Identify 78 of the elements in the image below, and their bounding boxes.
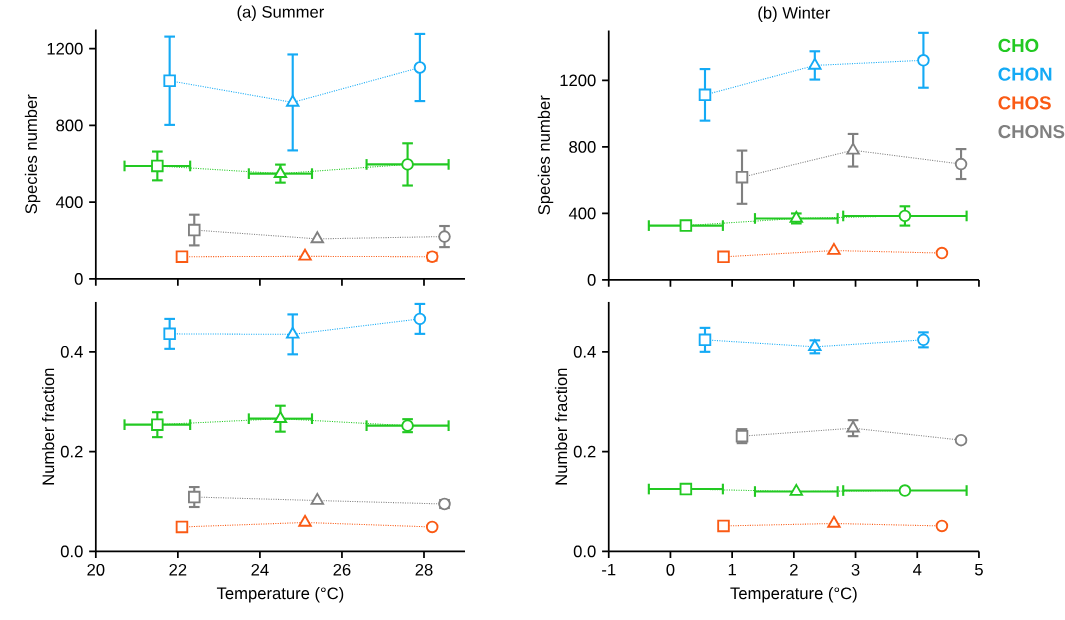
point [827,242,841,255]
x-axis-title: Temperature (°C) [216,586,344,603]
y-tick-label: 1200 [47,42,83,55]
x-tick-label: 3 [851,563,860,576]
point [310,492,325,505]
y-tick-label: 0.2 [60,445,83,458]
point [717,519,730,533]
point [188,223,201,237]
y-tick-label: 800 [569,140,596,153]
point [954,433,968,447]
point [413,312,427,326]
y-tick-label: 0.0 [573,545,596,558]
y-tick-label: 400 [568,207,596,220]
point [735,170,749,184]
y-axis-title: Number fraction [554,368,568,485]
y-tick-label: 0 [74,272,83,285]
point [438,230,451,243]
point [163,327,176,340]
text: CHOS [998,96,1051,110]
y-tick-label: 0.0 [60,545,83,558]
point [163,74,176,87]
x-tick-label: 28 [415,563,433,576]
point [917,53,930,67]
point [298,514,312,527]
point [679,219,693,232]
x-tick-label: 2 [790,563,798,576]
point [175,250,189,263]
point [310,231,325,244]
x-tick-label: 26 [333,563,351,576]
text: CHO [998,38,1039,52]
point [717,250,730,263]
point [413,61,427,74]
x-tick-label: 5 [975,563,983,576]
chart-title: (b) Winter [758,6,831,22]
point [401,158,414,171]
point [679,482,693,496]
x-tick-label: 1 [728,563,736,576]
text: CHONS [998,124,1065,139]
y-axis-title: Species number [24,94,41,214]
point [698,333,712,346]
y-axis-title: Species number [537,95,554,215]
y-tick-label: 1200 [560,74,596,87]
point [175,520,189,534]
point [846,420,860,433]
text: CHON [998,67,1052,81]
y-tick-label: 400 [55,196,83,208]
x-tick-label: 0 [666,563,675,576]
x-axis-title: Temperature (°C) [730,586,857,603]
point [898,484,912,497]
point [954,157,968,171]
y-tick-label: 0 [587,273,596,286]
point [273,410,288,423]
y-axis-title: Number fraction [41,368,55,485]
x-tick-label: 20 [87,563,105,576]
point [298,248,312,261]
point [808,339,822,351]
y-tick-label: 0.4 [60,345,83,358]
point [827,515,841,528]
x-tick-label: 4 [913,563,922,576]
point [789,483,804,496]
point [188,490,201,504]
point [698,88,712,101]
point [846,142,860,155]
point [808,57,822,70]
point [286,94,300,107]
point [935,246,949,260]
x-tick-label: 22 [169,563,187,576]
x-tick-label: -1 [602,563,616,576]
y-tick-label: 0.4 [573,345,596,358]
point [425,520,439,534]
chart-title: (a) Summer [237,5,324,21]
point [286,326,300,339]
x-tick-label: 24 [251,563,269,576]
point [151,159,164,173]
y-tick-label: 800 [56,119,83,132]
point [151,418,164,431]
y-tick-label: 0.2 [573,445,596,458]
point [935,519,949,533]
